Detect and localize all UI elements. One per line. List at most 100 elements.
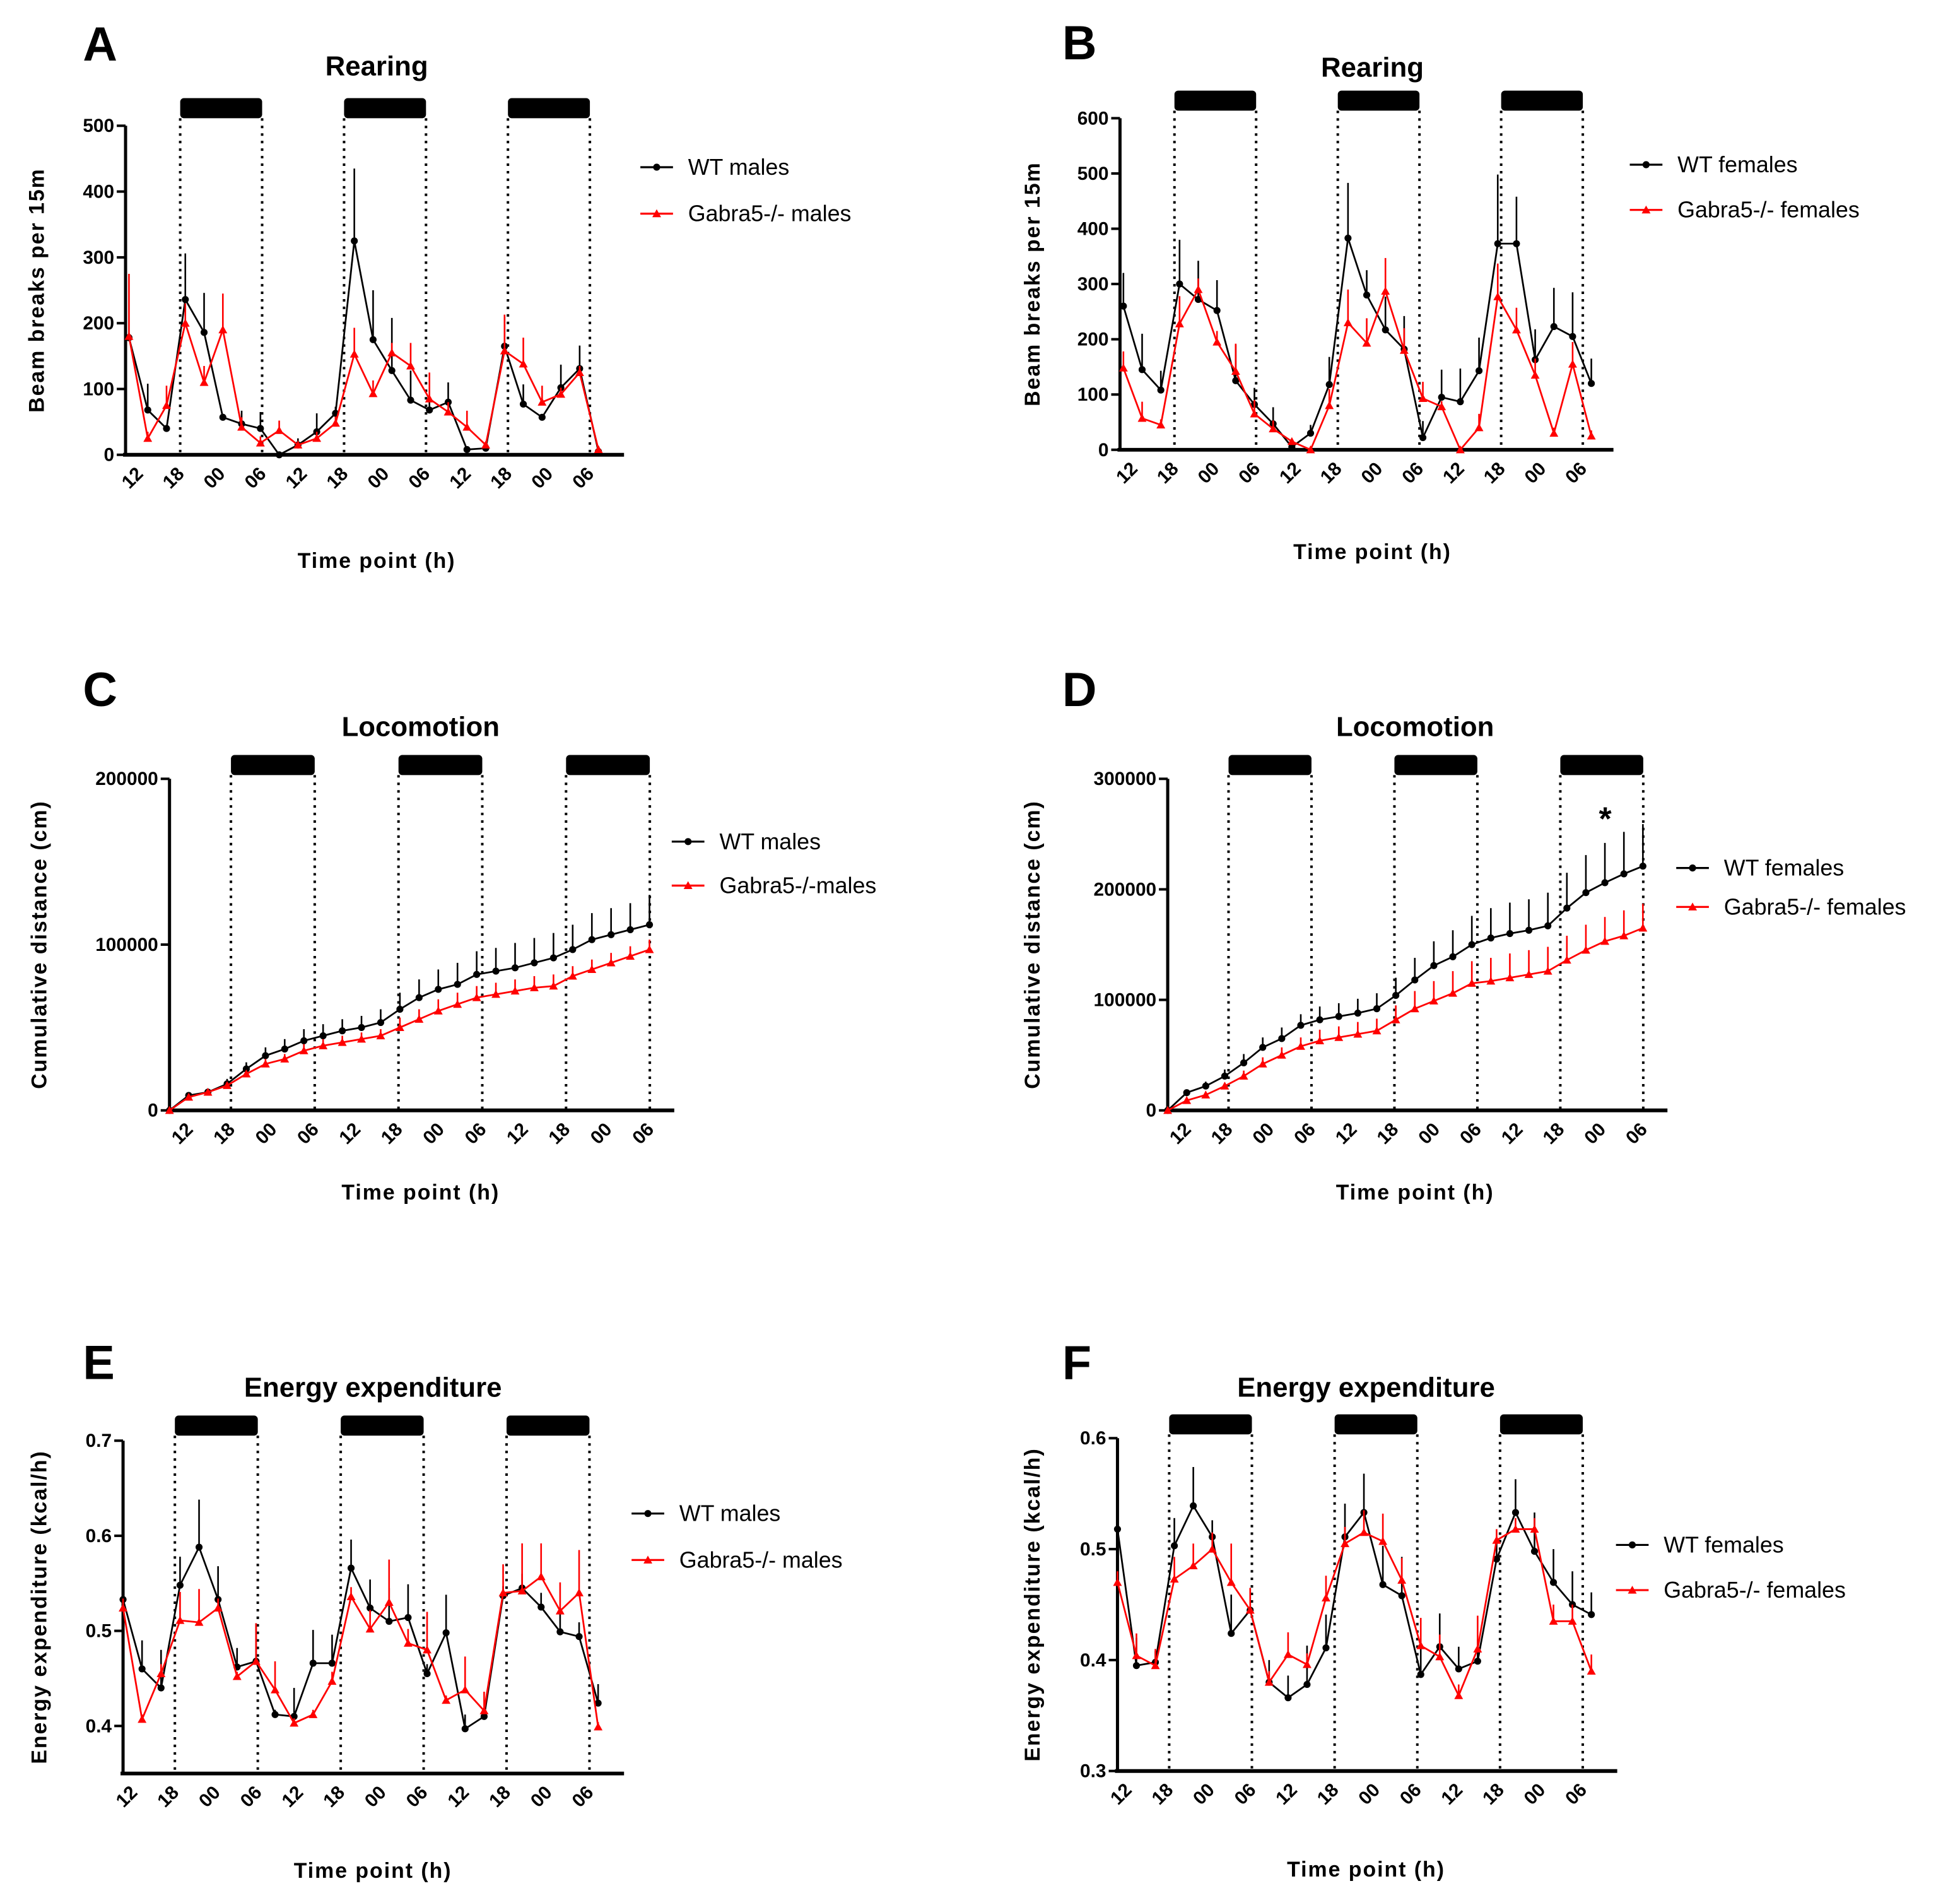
legend-label: WT males	[719, 829, 821, 854]
data-point	[1137, 413, 1147, 422]
data-point	[358, 1023, 365, 1031]
data-point	[1151, 1661, 1160, 1670]
y-tick-label: 200	[1077, 329, 1109, 350]
data-point	[1639, 863, 1646, 870]
x-tick-label: 00	[361, 1782, 390, 1812]
dark-period-bar	[231, 755, 315, 775]
data-point	[1448, 989, 1457, 997]
data-point	[1524, 970, 1534, 978]
legend-label: Gabra5-/- females	[1724, 894, 1906, 919]
y-tick-label: 0.6	[86, 1526, 112, 1547]
data-point	[219, 413, 226, 421]
x-axis-title: Time point (h)	[341, 1181, 500, 1205]
data-point	[346, 1592, 356, 1600]
chart-title: Energy expenditure	[1237, 1372, 1495, 1403]
data-point	[1120, 302, 1127, 310]
data-point	[1212, 338, 1222, 346]
data-point	[1258, 1059, 1267, 1068]
x-tick-label: 06	[1396, 1779, 1426, 1809]
data-point	[262, 1052, 269, 1059]
data-point	[1582, 889, 1590, 897]
data-point	[1322, 1593, 1330, 1602]
data-point	[1391, 1015, 1400, 1023]
data-point	[257, 425, 264, 432]
data-point	[194, 1618, 204, 1626]
data-point	[1530, 370, 1540, 379]
x-tick-label: 18	[159, 463, 189, 493]
data-point	[199, 378, 209, 386]
data-point	[537, 1603, 545, 1611]
series-gabra5-ko	[1163, 904, 1648, 1114]
legend-label: WT females	[1724, 856, 1844, 881]
x-tick-label: 18	[1147, 1779, 1177, 1809]
data-point	[351, 237, 358, 245]
data-point	[1239, 1071, 1248, 1080]
data-point	[163, 425, 170, 432]
panel-c: C Locomotion 0 100000 200000 12 18 00 06 12 18 00 06…	[28, 664, 877, 1205]
data-point	[280, 1054, 290, 1063]
series-line	[168, 948, 650, 1111]
data-point	[1399, 346, 1409, 354]
data-point	[1269, 424, 1278, 433]
x-tick-label: 00	[1358, 458, 1387, 488]
data-point	[1381, 286, 1390, 295]
x-tick-label: 12	[1106, 1779, 1136, 1809]
data-point	[1449, 953, 1457, 960]
data-point	[1277, 1051, 1286, 1059]
y-tick-label: 500	[83, 115, 114, 136]
x-tick-label: 12	[1272, 1779, 1301, 1809]
data-point	[1473, 1644, 1482, 1653]
x-tick-label: 00	[527, 1782, 556, 1812]
data-point	[1411, 976, 1419, 984]
data-point	[1493, 292, 1503, 300]
panel-d: D Locomotion 0 100000 200000 300000 12 18 00 06 12…	[1021, 664, 1906, 1205]
y-tick-label: 100000	[1094, 990, 1157, 1011]
data-point	[162, 401, 171, 410]
y-axis-title: Energy expenditure (kcal/h)	[28, 1450, 52, 1764]
x-tick-label: 00	[419, 1119, 449, 1148]
data-point	[588, 936, 596, 943]
data-point	[1201, 1090, 1211, 1099]
data-point	[454, 981, 461, 988]
data-point	[1343, 318, 1353, 326]
data-point	[1487, 934, 1494, 942]
series-line	[1122, 287, 1592, 452]
data-point	[1430, 962, 1438, 969]
data-point	[1359, 1528, 1369, 1536]
x-tick-label: 06	[628, 1119, 658, 1148]
dark-period-bar	[1337, 90, 1420, 111]
data-point	[232, 1672, 242, 1680]
data-point	[536, 1572, 546, 1581]
data-point	[1438, 394, 1445, 401]
data-point	[1511, 1524, 1520, 1533]
data-point	[261, 1059, 270, 1068]
data-point	[1284, 1694, 1292, 1702]
series-line	[122, 1575, 599, 1728]
data-point	[1474, 423, 1484, 432]
data-point	[365, 1624, 375, 1633]
x-tick-label: 12	[1276, 458, 1305, 488]
x-tick-label: 18	[485, 1782, 515, 1812]
data-point	[1525, 926, 1533, 934]
y-tick-label: 300	[1077, 274, 1109, 295]
x-tick-label: 18	[377, 1119, 407, 1148]
data-point	[143, 433, 153, 442]
data-point	[1220, 1082, 1229, 1090]
x-tick-label: 06	[1561, 458, 1591, 488]
data-point	[453, 999, 462, 1008]
data-point	[403, 1639, 413, 1647]
series-line	[128, 240, 599, 456]
data-point	[575, 1633, 583, 1641]
x-tick-label: 18	[544, 1119, 574, 1148]
data-point	[388, 367, 396, 374]
data-point	[1163, 1105, 1173, 1114]
x-tick-label: 12	[1439, 458, 1469, 488]
x-tick-label: 18	[1373, 1119, 1403, 1148]
data-point	[203, 1087, 213, 1096]
data-point	[165, 1105, 174, 1114]
data-point	[385, 1617, 393, 1625]
series-line	[168, 924, 650, 1111]
data-point	[223, 1081, 232, 1089]
series-gabra5-ko	[1113, 1510, 1596, 1699]
data-point	[124, 332, 134, 340]
